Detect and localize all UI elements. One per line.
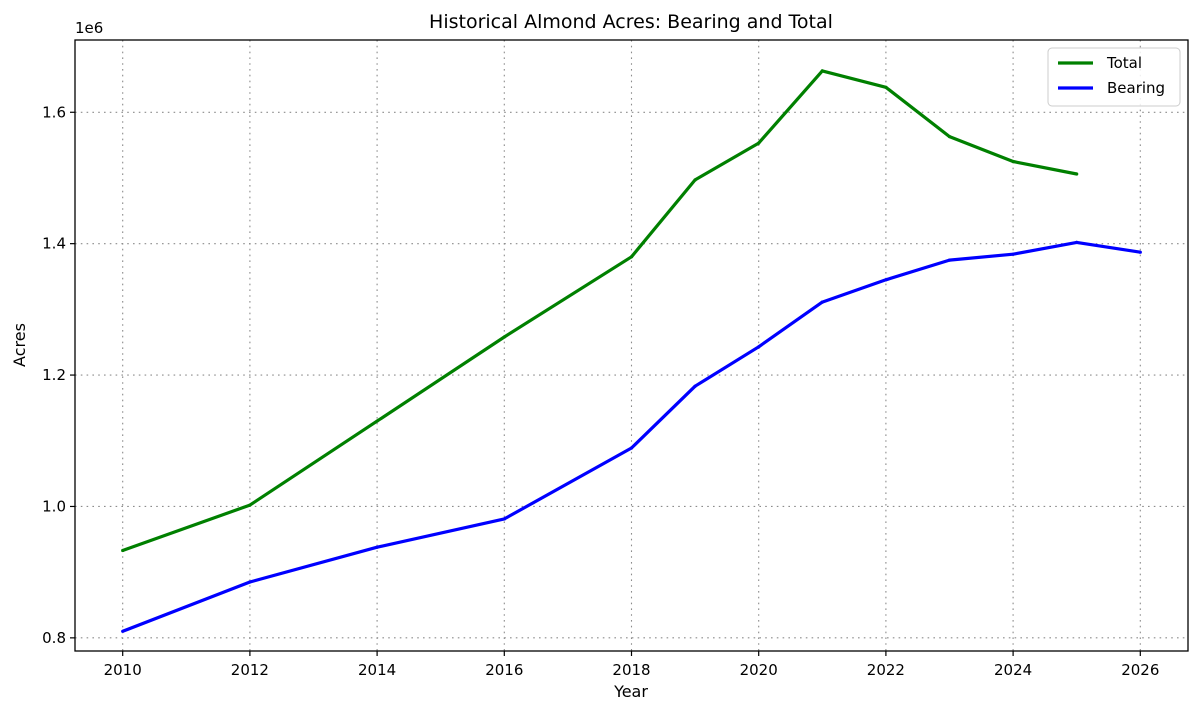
series-line-bearing bbox=[122, 240, 1141, 633]
data-point-bearing bbox=[502, 517, 506, 521]
data-point-bearing bbox=[693, 384, 697, 388]
y-axis-label: Acres bbox=[10, 323, 29, 367]
data-point-bearing bbox=[757, 345, 761, 349]
data-point-bearing bbox=[1075, 240, 1079, 244]
x-tick-label: 2014 bbox=[358, 661, 396, 679]
data-point-bearing bbox=[1011, 252, 1015, 256]
x-tick-label: 2026 bbox=[1121, 661, 1159, 679]
data-point-bearing bbox=[629, 446, 634, 450]
data-point-total bbox=[629, 255, 634, 259]
data-point-total bbox=[375, 419, 379, 423]
legend-label-bearing: Bearing bbox=[1107, 79, 1165, 97]
y-tick-label: 0.8 bbox=[42, 629, 66, 647]
series-lines bbox=[121, 69, 1142, 633]
data-point-total bbox=[757, 141, 761, 145]
data-point-bearing bbox=[375, 545, 379, 549]
data-point-bearing bbox=[884, 278, 888, 282]
data-point-total bbox=[121, 548, 125, 553]
y-tick-label: 1.0 bbox=[42, 497, 66, 515]
grid-lines bbox=[75, 40, 1188, 651]
legend-label-total: Total bbox=[1106, 54, 1142, 72]
data-point-total bbox=[693, 178, 697, 182]
data-point-total bbox=[1075, 172, 1079, 176]
data-point-bearing bbox=[1138, 250, 1142, 254]
y-tick-label: 1.2 bbox=[42, 366, 66, 384]
x-tick-label: 2018 bbox=[612, 661, 650, 679]
y-tick-label: 1.4 bbox=[42, 235, 66, 253]
y-axis-offset-label: 1e6 bbox=[75, 19, 103, 37]
data-point-bearing bbox=[121, 629, 125, 633]
data-point-total bbox=[820, 69, 824, 73]
data-point-bearing bbox=[248, 580, 252, 584]
y-tick-label: 1.6 bbox=[42, 103, 66, 121]
x-tick-label: 2022 bbox=[867, 661, 905, 679]
series-line-total bbox=[122, 69, 1078, 553]
axis-ticks: 2010 2012 2014 2016 2018 2020 2022 2024 2026 0.8 1… bbox=[42, 103, 1159, 679]
data-point-total bbox=[947, 134, 952, 139]
x-tick-label: 2010 bbox=[104, 661, 142, 679]
legend: Total Bearing bbox=[1047, 47, 1181, 107]
x-tick-label: 2024 bbox=[994, 661, 1032, 679]
data-point-bearing bbox=[947, 258, 952, 262]
x-tick-label: 2020 bbox=[740, 661, 778, 679]
data-point-total bbox=[248, 503, 252, 507]
data-point-total bbox=[502, 335, 506, 339]
data-point-total bbox=[1011, 159, 1015, 164]
x-tick-label: 2012 bbox=[231, 661, 269, 679]
data-point-bearing bbox=[820, 300, 824, 304]
x-tick-label: 2016 bbox=[485, 661, 523, 679]
chart-title: Historical Almond Acres: Bearing and Tot… bbox=[429, 11, 833, 33]
x-axis-label: Year bbox=[613, 682, 648, 701]
plot-frame bbox=[74, 39, 1189, 652]
data-point-total bbox=[884, 85, 888, 89]
